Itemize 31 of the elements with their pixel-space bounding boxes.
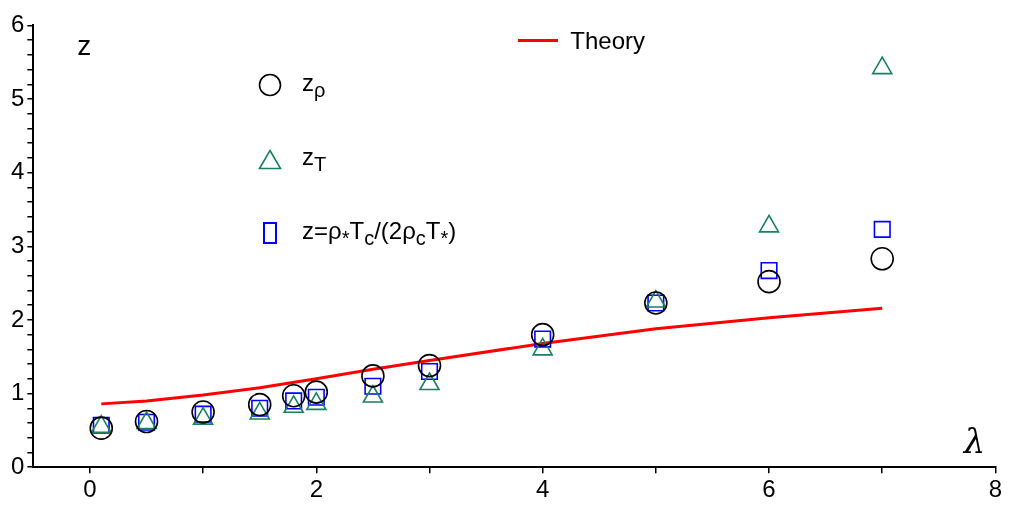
legend-label: z$_{T}$ (302, 142, 327, 176)
point (89, 416, 114, 440)
x-tick-label: 6 (762, 475, 776, 503)
y-axis-title: z (77, 30, 92, 62)
legend-label: z$_{ρ}$ (302, 68, 326, 102)
point (361, 364, 385, 388)
x-tick-label: 4 (535, 475, 550, 503)
point (760, 262, 778, 280)
point (530, 322, 555, 347)
point (364, 377, 382, 395)
x-axis-title: λ (961, 421, 986, 462)
x-tick-label: 2 (309, 475, 323, 503)
point (417, 353, 442, 378)
y-tick-label: 4 (10, 157, 25, 185)
x-tick-label: 0 (83, 475, 97, 503)
y-tick-label: 2 (10, 304, 25, 332)
y-tick-label: 5 (10, 83, 25, 111)
y-tick-label: 3 (10, 230, 25, 258)
x-tick-label: 8 (988, 475, 1003, 503)
point (757, 269, 781, 294)
point (247, 392, 272, 417)
y-tick-label: 6 (10, 10, 25, 38)
point (870, 247, 895, 271)
y-tick-label: 1 (10, 378, 25, 406)
point (191, 400, 215, 424)
legend-label: Theory (570, 27, 645, 55)
point (281, 383, 306, 408)
point (304, 380, 329, 404)
point (873, 220, 891, 238)
y-tick-label: 0 (10, 451, 25, 479)
text: z=ρ$_{*}$T$_{c}$/(2ρ$_{c}$T$_{*}$) (302, 216, 457, 249)
